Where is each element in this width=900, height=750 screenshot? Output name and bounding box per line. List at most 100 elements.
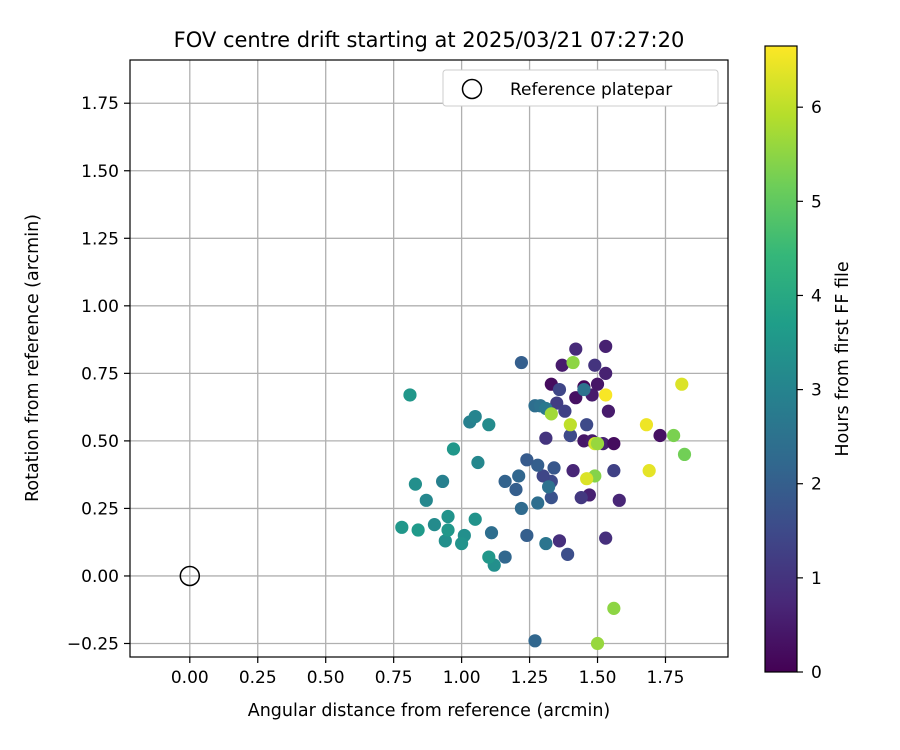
scatter-point — [539, 431, 553, 445]
scatter-point — [563, 428, 577, 443]
scatter-point — [509, 482, 523, 497]
x-axis-ticks: 0.00 0.25 0.50 0.75 1.00 1.25 1.50 1.75 — [171, 657, 685, 688]
scatter-point — [468, 409, 482, 424]
x-tick-label: 1.00 — [443, 668, 481, 688]
scatter-point — [653, 428, 667, 443]
scatter-point — [514, 355, 529, 370]
scatter-point — [552, 534, 567, 548]
x-tick-label: 0.25 — [239, 668, 277, 688]
scatter-point — [547, 461, 561, 475]
y-tick-label: 1.50 — [81, 162, 119, 182]
scatter-point — [403, 388, 417, 402]
scatter-point — [612, 493, 626, 507]
colorbar-ticks: 0 1 2 3 4 5 6 — [797, 98, 822, 683]
legend-entry-label: Reference platepar — [510, 80, 672, 100]
x-tick-label: 1.50 — [579, 668, 617, 688]
scatter-point — [520, 453, 534, 467]
y-tick-label: 0.25 — [81, 499, 119, 519]
scatter-point — [408, 477, 423, 491]
scatter-point — [441, 509, 455, 524]
colorbar-tick-label: 4 — [811, 286, 822, 306]
legend-box — [442, 69, 719, 107]
x-tick-label: 0.00 — [171, 668, 209, 688]
scatter-point — [580, 472, 594, 486]
grid-lines — [130, 60, 728, 657]
scatter-point — [588, 358, 602, 372]
scatter-point — [677, 447, 692, 461]
colorbar-tick-label: 1 — [811, 569, 822, 589]
y-axis-label: Rotation from reference (arcmin) — [23, 214, 43, 502]
plot-frame — [129, 59, 729, 658]
legend: Reference platepar — [442, 69, 719, 107]
colorbar-label: Hours from first FF file — [833, 261, 853, 456]
chart-title: FOV centre drift starting at 2025/03/21 … — [174, 28, 685, 52]
scatter-point — [498, 474, 512, 489]
scatter-point — [531, 496, 545, 510]
data-points — [395, 339, 692, 651]
scatter-point — [607, 601, 621, 615]
y-tick-label: 1.00 — [81, 297, 119, 317]
scatter-point — [607, 464, 621, 478]
x-tick-label: 1.75 — [647, 668, 685, 688]
scatter-point — [441, 523, 455, 537]
scatter-point — [471, 455, 485, 470]
reference-marker — [179, 565, 201, 587]
colorbar-tick-label: 2 — [811, 475, 822, 495]
scatter-point — [639, 418, 654, 432]
scatter-point — [558, 404, 572, 418]
y-tick-label: −0.25 — [67, 634, 119, 654]
scatter-point — [544, 407, 558, 421]
legend-marker-icon — [461, 78, 483, 100]
scatter-point — [411, 523, 425, 537]
colorbar-tick-label: 0 — [811, 663, 822, 683]
colorbar: 0 1 2 3 4 5 6 Hours from first FF file — [764, 45, 853, 683]
scatter-point — [569, 342, 583, 356]
scatter-point — [577, 382, 591, 397]
scatter-point — [590, 377, 605, 391]
y-axis-ticks: −0.25 0.00 0.25 0.50 0.75 1.00 1.25 1.50 1.75 — [67, 94, 130, 654]
x-tick-label: 1.25 — [511, 668, 549, 688]
scatter-point — [482, 418, 496, 432]
scatter-point — [574, 491, 588, 505]
scatter-point — [419, 493, 433, 507]
scatter-point — [601, 404, 616, 418]
scatter-point — [438, 534, 452, 548]
scatter-point — [484, 526, 499, 540]
scatter-point — [599, 388, 613, 402]
scatter-point — [607, 436, 621, 451]
scatter-point — [580, 418, 594, 432]
scatter-point — [531, 458, 545, 472]
scatter-point — [544, 491, 558, 505]
scatter-point — [552, 382, 567, 397]
y-tick-label: 1.25 — [81, 229, 119, 249]
scatter-point — [555, 358, 569, 372]
scatter-point — [539, 536, 553, 551]
scatter-point — [550, 396, 564, 410]
colorbar-tick-label: 6 — [811, 98, 822, 118]
scatter-point — [528, 634, 542, 648]
scatter-point — [468, 512, 482, 526]
y-tick-label: 0.00 — [81, 567, 119, 587]
colorbar-gradient — [764, 45, 798, 673]
scatter-point — [675, 377, 689, 391]
scatter-point — [590, 436, 605, 451]
y-tick-label: 1.75 — [81, 94, 119, 114]
scatter-point — [455, 536, 469, 551]
scatter-point — [536, 469, 550, 483]
scatter-point — [435, 474, 450, 489]
scatter-point — [427, 518, 442, 532]
scatter-point — [520, 528, 534, 543]
scatter-point — [566, 355, 580, 370]
scatter-point — [566, 464, 580, 478]
y-tick-label: 0.50 — [81, 432, 119, 452]
scatter-point — [446, 442, 461, 456]
x-tick-label: 0.50 — [307, 668, 345, 688]
colorbar-tick-label: 5 — [811, 192, 822, 212]
x-axis-label: Angular distance from reference (arcmin) — [248, 701, 611, 721]
scatter-point — [563, 418, 577, 432]
colorbar-tick-label: 3 — [811, 381, 822, 401]
scatter-point — [482, 550, 496, 564]
scatter-point — [569, 391, 583, 405]
scatter-point — [642, 464, 656, 478]
